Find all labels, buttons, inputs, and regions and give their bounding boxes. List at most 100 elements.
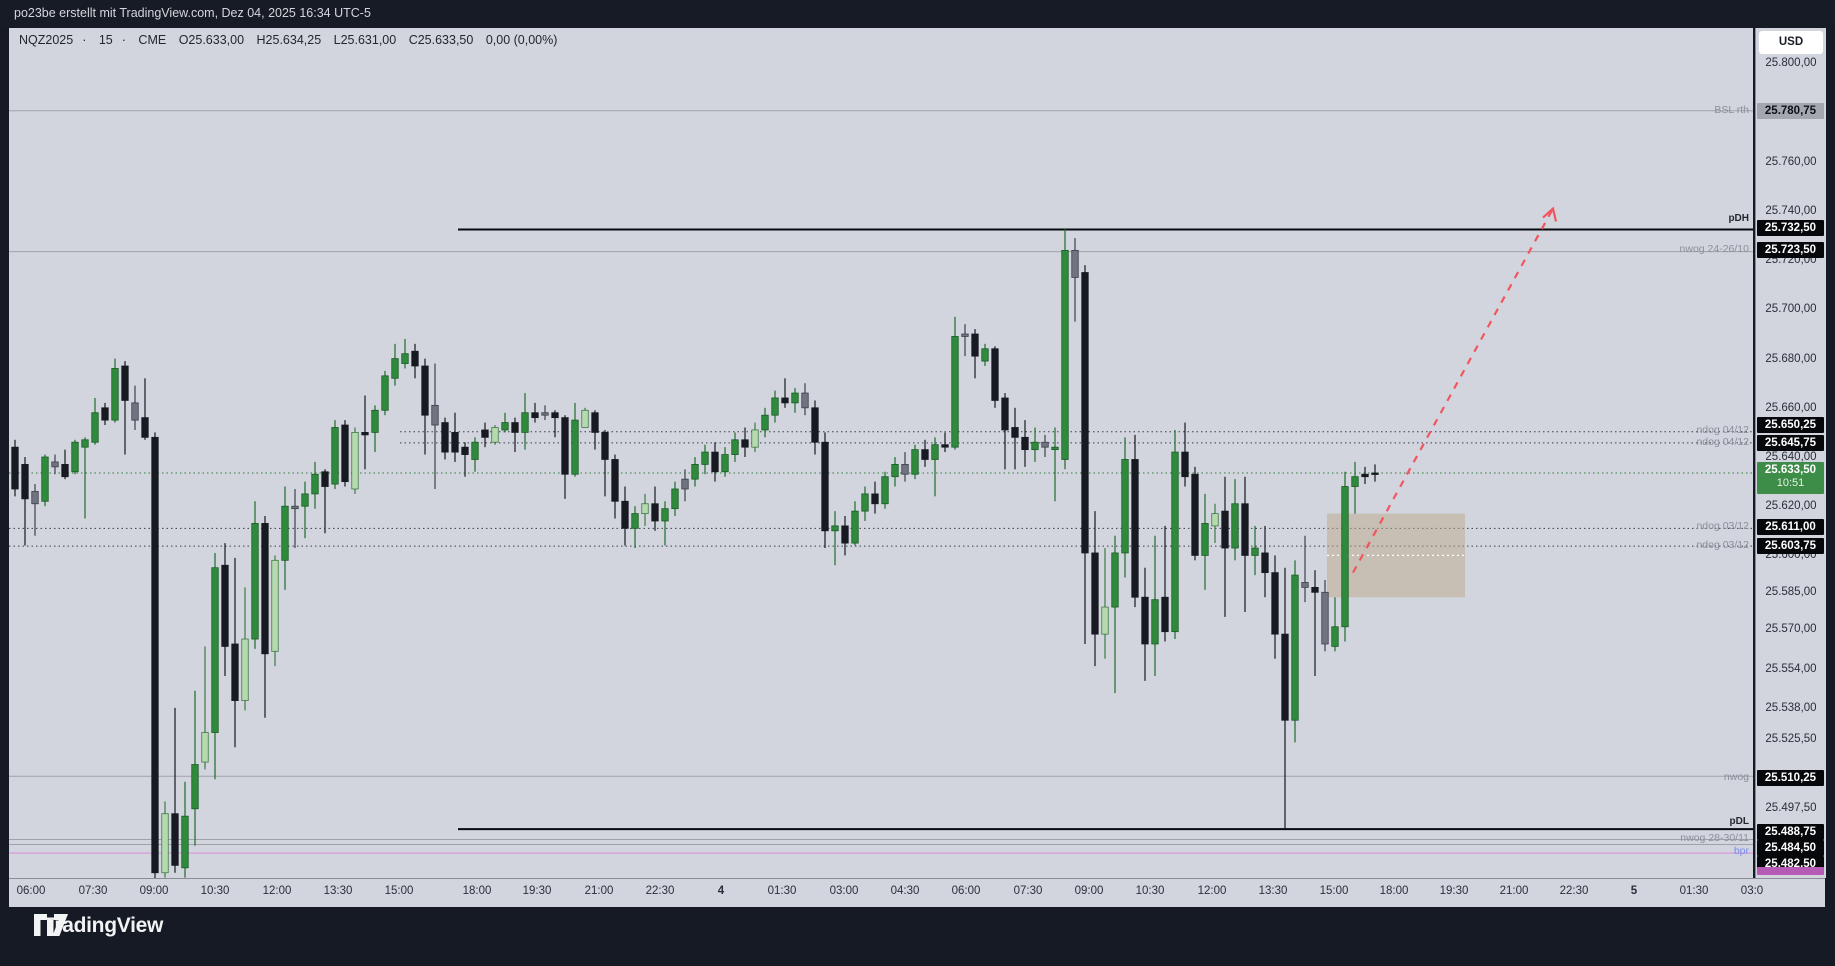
candle-body (81, 439, 89, 448)
price-tick: 25.760,00 (1765, 155, 1817, 168)
candle-body (611, 459, 619, 502)
price-tick: 25.525,50 (1765, 732, 1817, 745)
candle-body (261, 523, 269, 655)
tradingview-logo-icon[interactable] (34, 914, 68, 938)
candle-body (1261, 552, 1269, 574)
price-tick: 25.640,00 (1765, 451, 1817, 463)
candle-body (901, 463, 909, 475)
bar-countdown: 10:51 (1776, 477, 1805, 489)
candle-body (241, 638, 249, 701)
legend-symbol: NQZ2025 (19, 33, 74, 47)
chart-legend[interactable]: NQZ2025 · 15 · CME O25.633,00 H25.634,25 L… (19, 33, 558, 47)
candle-body (251, 523, 259, 640)
price-tick: 25.680,00 (1765, 352, 1817, 365)
candle-body (651, 503, 659, 522)
candle-body (1211, 513, 1219, 527)
candle-body (961, 333, 969, 337)
chart-pane[interactable]: NQZ2025 · 15 · CME O25.633,00 H25.634,25 L… (9, 28, 1753, 878)
candle-body (891, 463, 899, 478)
candle-body (781, 397, 789, 404)
candle-body (531, 412, 539, 419)
candle-body (811, 407, 819, 443)
candle-body (1031, 441, 1039, 451)
candle-body (821, 441, 829, 532)
candle-body (751, 429, 759, 448)
time-label: 01:30 (767, 885, 797, 897)
candle-body (681, 478, 689, 490)
candle-body (431, 404, 439, 426)
candle-body (121, 365, 129, 401)
candle-body (631, 513, 639, 529)
time-label-day: 5 (1630, 885, 1638, 897)
candle-body (1061, 249, 1069, 460)
candle-body (41, 456, 49, 502)
price-level-badge: 25.645,75 (1757, 435, 1824, 451)
candle-body (1151, 599, 1159, 645)
price-level-badge: 25.510,25 (1757, 770, 1824, 786)
candle-body (721, 454, 729, 473)
candle-body (1321, 591, 1329, 645)
time-label: 22:30 (645, 885, 675, 897)
candle-body (871, 493, 879, 505)
candle-body (711, 451, 719, 473)
tradingview-wordmark[interactable]: TradingView (43, 914, 164, 937)
price-tick: 25.620,00 (1765, 500, 1817, 513)
candle-body (1041, 441, 1049, 448)
candle-body (551, 412, 559, 419)
candle-body (641, 503, 649, 514)
candle-body (171, 813, 179, 866)
candle-body (161, 813, 169, 874)
price-level-badge: 25.484,50 (1757, 840, 1824, 856)
time-label: 03:0 (1740, 885, 1764, 897)
candle-body (511, 422, 519, 433)
candle-body (1171, 451, 1179, 633)
candle-body (221, 564, 229, 647)
time-label: 12:00 (262, 885, 292, 897)
candle-body (101, 407, 109, 421)
currency-button[interactable]: USD (1759, 31, 1823, 54)
price-axis[interactable]: USD 25.800,00 25.760,00 25.740,00 25.720,00… (1755, 28, 1826, 878)
level-label-pdh: pDH (1728, 213, 1749, 224)
candle-body (971, 333, 979, 357)
time-label: 09:00 (139, 885, 169, 897)
legend-open: O25.633,00 (178, 33, 245, 47)
time-axis[interactable]: 06:00 07:30 09:00 10:30 12:00 13:30 15:00 18:00… (9, 878, 1825, 907)
price-level-badge: 25.488,75 (1757, 824, 1824, 840)
candle-body (561, 417, 569, 475)
time-label: 10:30 (200, 885, 230, 897)
level-label-nwog: nwog (1723, 771, 1749, 783)
candle-body (501, 422, 509, 431)
candle-body (761, 414, 769, 431)
price-tick: 25.740,00 (1765, 205, 1817, 217)
candle-body (1361, 473, 1369, 478)
time-label: 18:00 (1379, 885, 1409, 897)
candle-body (1051, 446, 1059, 451)
candle-body (601, 432, 609, 460)
candle-body (141, 417, 149, 438)
time-label: 12:00 (1197, 885, 1227, 897)
candle-body (1251, 547, 1259, 556)
candle-body (311, 473, 319, 495)
legend-exchange: CME (138, 33, 167, 47)
candle-body (731, 439, 739, 455)
candle-body (181, 815, 189, 869)
candle-body (61, 463, 69, 478)
legend-high: H25.634,25 (256, 33, 322, 47)
candle-body (361, 432, 369, 436)
price-tick: 25.538,00 (1765, 701, 1817, 714)
candle-body (1301, 582, 1309, 588)
time-label: 09:00 (1074, 885, 1104, 897)
candle-body (51, 461, 59, 468)
candle-body (331, 427, 339, 485)
candle-body (151, 436, 159, 874)
candle-body (391, 358, 399, 379)
titlebar-text: po23be erstellt mit TradingView.com, Dez… (14, 6, 371, 20)
price-tick: 25.660,00 (1765, 401, 1817, 414)
time-label: 21:00 (1499, 885, 1529, 897)
candle-body (301, 493, 309, 507)
candle-body (1281, 633, 1289, 721)
price-tick: 25.800,00 (1765, 57, 1817, 70)
level-label-ndog-04-12: ndog 04/12 (1696, 436, 1749, 448)
candle-body (1001, 397, 1009, 431)
titlebar: po23be erstellt mit TradingView.com, Dez… (0, 0, 1835, 27)
